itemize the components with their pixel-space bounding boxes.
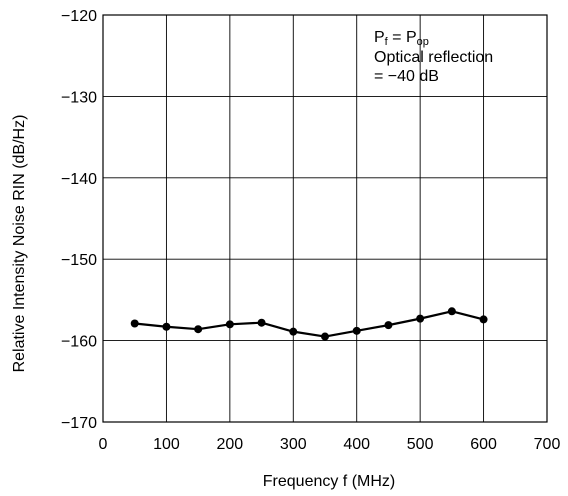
annot-sub-f: f xyxy=(385,36,389,48)
x-tick-200: 200 xyxy=(217,436,244,453)
annot-eq: = P xyxy=(388,29,417,46)
grid-lines xyxy=(103,15,547,422)
series-rin xyxy=(130,307,488,341)
x-tick-600: 600 xyxy=(470,436,497,453)
annotation-reflection-value: = −40 dB xyxy=(374,68,439,85)
y-tick-0: −120 xyxy=(61,8,97,25)
plot-frame xyxy=(102,14,548,423)
series-line-0 xyxy=(134,310,484,338)
data-point-350 xyxy=(321,332,329,341)
data-point-550 xyxy=(447,307,456,316)
y-tick-5: −170 xyxy=(61,415,97,432)
y-tick-1: −130 xyxy=(61,89,97,106)
annotation-box: Pf = Pop Optical reflection = −40 dB xyxy=(374,29,493,85)
annotation-optical-reflection: Optical reflection xyxy=(374,49,493,66)
x-tick-100: 100 xyxy=(153,436,180,453)
data-point-250 xyxy=(257,318,266,327)
annot-sub-op: op xyxy=(417,36,429,48)
data-point-400 xyxy=(352,326,361,335)
y-tick-2: −140 xyxy=(61,171,97,188)
data-point-100 xyxy=(162,322,171,331)
annotation-power-condition: Pf = Pop xyxy=(374,29,429,48)
annot-p: P xyxy=(374,29,385,46)
x-axis-title: Frequency f (MHz) xyxy=(263,473,395,490)
y-tick-labels: −120 −130 −140 −150 −160 −170 xyxy=(61,8,97,432)
x-tick-300: 300 xyxy=(280,436,307,453)
data-point-500 xyxy=(416,314,425,323)
data-point-300 xyxy=(289,327,298,336)
data-point-450 xyxy=(384,321,393,330)
y-tick-4: −160 xyxy=(61,334,97,351)
x-tick-500: 500 xyxy=(407,436,434,453)
y-tick-3: −150 xyxy=(61,252,97,269)
x-tick-0: 0 xyxy=(99,436,108,453)
x-tick-700: 700 xyxy=(534,436,561,453)
x-tick-400: 400 xyxy=(343,436,370,453)
x-tick-labels: 0 100 200 300 400 500 600 700 xyxy=(99,436,561,453)
data-point-150 xyxy=(194,325,203,334)
y-axis-title: Relative Intensity Noise RIN (dB/Hz) xyxy=(11,115,28,373)
data-point-600 xyxy=(479,315,488,324)
data-point-50 xyxy=(130,319,139,328)
data-point-200 xyxy=(225,320,234,329)
